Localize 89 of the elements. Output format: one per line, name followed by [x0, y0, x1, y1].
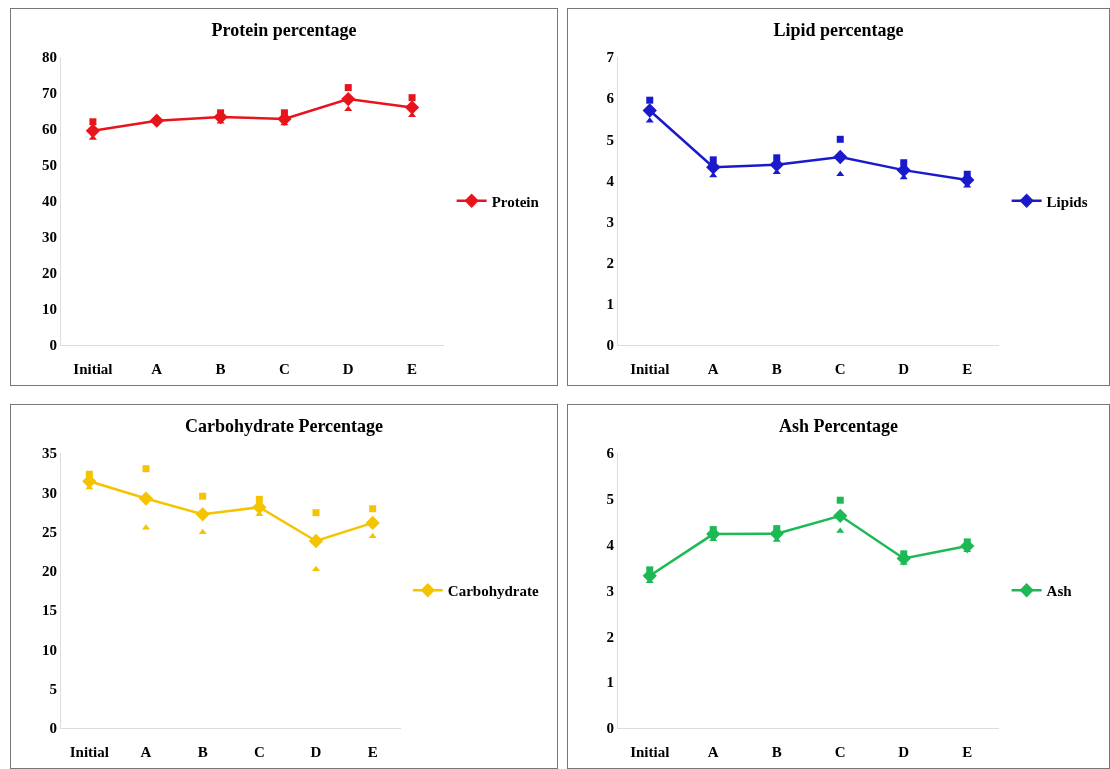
y-tick-label: 50: [42, 157, 57, 174]
point: [142, 465, 150, 473]
x-tick-label: E: [367, 744, 378, 760]
x-tick-label: C: [834, 361, 846, 377]
legend-label: Ash: [1046, 583, 1073, 600]
point: [369, 505, 377, 513]
point: [833, 149, 848, 165]
x-tick-label: Initial: [630, 361, 670, 377]
x-tick-label: B: [197, 744, 208, 760]
x-tick-label: B: [215, 361, 226, 377]
x-tick-label: D: [342, 361, 354, 377]
y-tick-label: 80: [42, 49, 57, 66]
x-tick-label: E: [962, 361, 973, 377]
x-tick-label: D: [898, 361, 910, 377]
point: [836, 170, 845, 177]
chart-title: Ash Percentage: [778, 415, 899, 436]
legend-label: Protein: [491, 193, 540, 210]
x-tick-label: C: [253, 744, 265, 760]
y-tick-label: 60: [42, 121, 57, 138]
y-tick-label: 0: [49, 337, 57, 354]
y-tick-label: 4: [606, 536, 615, 553]
chart-title: Carbohydrate Percentage: [184, 415, 384, 436]
y-tick-label: 5: [606, 491, 614, 508]
point: [368, 532, 377, 539]
y-tick-label: 20: [42, 265, 57, 282]
y-tick-label: 1: [606, 674, 614, 691]
y-tick-label: 5: [606, 131, 614, 148]
y-tick-label: 6: [606, 90, 615, 107]
y-tick-label: 40: [42, 193, 57, 210]
legend-label: Carbohydrate: [447, 583, 539, 600]
point: [646, 566, 654, 574]
legend-label: Lipids: [1046, 193, 1088, 210]
y-tick-label: 2: [606, 254, 614, 271]
x-tick-label: B: [771, 361, 782, 377]
point: [773, 154, 781, 162]
y-tick-label: 7: [606, 49, 615, 66]
point: [646, 96, 654, 104]
x-tick-label: B: [771, 744, 782, 760]
point: [900, 159, 908, 167]
y-tick-label: 6: [606, 445, 615, 462]
x-tick-label: Initial: [630, 744, 670, 760]
y-tick-label: 3: [606, 213, 614, 230]
y-tick-label: 0: [606, 337, 614, 354]
point: [709, 156, 717, 164]
x-tick-label: A: [707, 744, 719, 760]
y-tick-label: 30: [42, 484, 57, 501]
y-tick-label: 20: [42, 563, 57, 580]
point: [836, 496, 844, 504]
x-tick-label: E: [407, 361, 418, 377]
y-tick-label: 3: [606, 582, 614, 599]
y-tick-label: 70: [42, 85, 57, 102]
x-tick-label: D: [310, 744, 322, 760]
chart-title: Protein percentage: [211, 19, 357, 40]
y-tick-label: 35: [42, 445, 57, 462]
y-tick-label: 1: [606, 296, 614, 313]
y-tick-label: 10: [42, 641, 57, 658]
point: [311, 565, 321, 572]
point: [308, 533, 324, 549]
y-tick-label: 5: [49, 680, 57, 697]
y-tick-label: 30: [42, 229, 57, 246]
point: [963, 170, 971, 178]
point: [85, 470, 93, 478]
x-tick-label: C: [279, 361, 290, 377]
x-tick-label: A: [151, 361, 163, 377]
point: [199, 492, 207, 500]
point: [833, 508, 848, 523]
point: [255, 495, 263, 503]
point: [365, 515, 380, 531]
x-tick-label: D: [898, 744, 910, 760]
point: [195, 507, 210, 522]
y-tick-label: 0: [606, 720, 614, 737]
y-tick-label: 15: [42, 602, 57, 619]
y-tick-label: 25: [42, 523, 57, 540]
x-tick-label: Initial: [69, 744, 109, 760]
chart-title: Lipid percentage: [773, 19, 904, 40]
y-tick-label: 0: [49, 720, 57, 737]
point: [138, 491, 154, 506]
x-tick-label: A: [707, 361, 719, 377]
x-tick-label: Initial: [73, 361, 113, 377]
y-tick-label: 10: [42, 301, 57, 318]
x-tick-label: E: [962, 744, 973, 760]
x-tick-label: C: [834, 744, 846, 760]
y-tick-label: 2: [606, 628, 614, 645]
y-tick-label: 4: [606, 172, 615, 189]
x-tick-label: A: [140, 744, 152, 760]
point: [836, 135, 844, 143]
point: [312, 509, 320, 517]
point: [198, 528, 207, 535]
point: [642, 103, 657, 118]
